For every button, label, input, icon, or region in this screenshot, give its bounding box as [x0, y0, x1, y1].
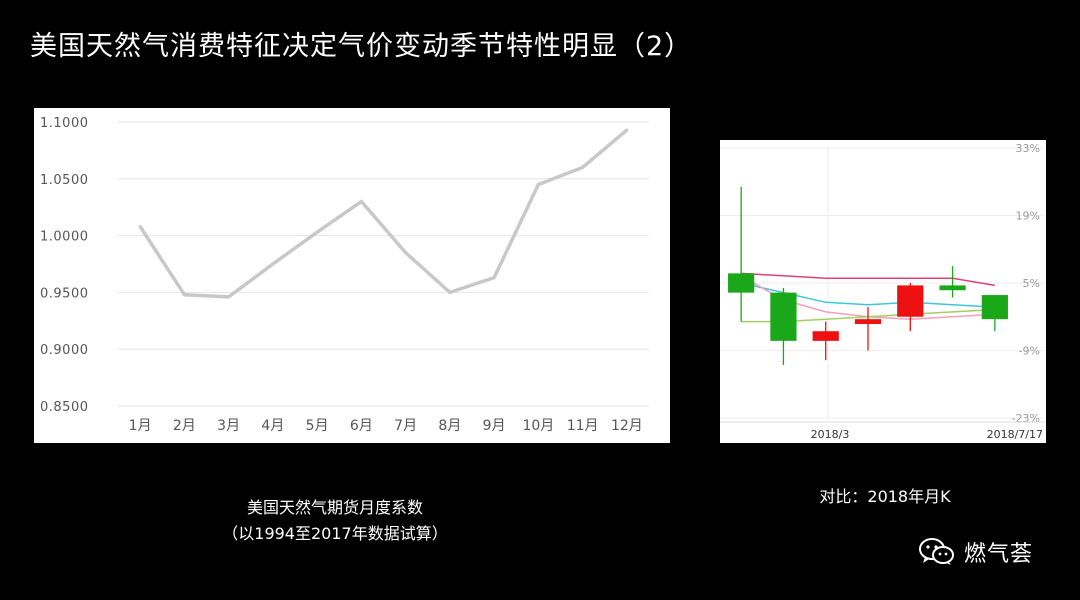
x-tick-label: 4月 — [261, 418, 284, 434]
data-point — [536, 182, 540, 186]
candle-body — [981, 295, 1008, 320]
y-tick-label: 0.9500 — [40, 286, 89, 301]
x-tick-label: 5月 — [306, 418, 329, 434]
page-title: 美国天然气消费特征决定气价变动季节特性明显（2） — [30, 31, 693, 62]
k-y-tick-label: -9% — [1019, 345, 1040, 358]
x-tick-label: 10月 — [522, 418, 554, 434]
candle-body — [770, 292, 797, 341]
brand-watermark: 燃气荟 — [918, 536, 1033, 568]
y-tick-label: 0.9000 — [40, 343, 89, 358]
left-caption-line1: 美国天然气期货月度系数 — [246, 498, 423, 517]
k-y-tick-label: -23% — [1012, 412, 1040, 425]
k-y-tick-label: 5% — [1023, 277, 1040, 290]
x-tick-label: 8月 — [438, 418, 461, 434]
data-point — [404, 251, 408, 255]
x-tick-label: 2月 — [173, 418, 196, 434]
k-y-tick-label: 33% — [1016, 142, 1040, 155]
x-tick-label: 12月 — [611, 418, 643, 434]
x-tick-label: 11月 — [567, 418, 599, 434]
x-tick-label: 7月 — [394, 418, 417, 434]
wechat-icon — [919, 538, 954, 565]
left-caption-line2: （以1994至2017年数据试算） — [222, 524, 448, 543]
monthly-coefficient-chart: 1.1000 1.0500 1.0000 0.9500 0.9000 0.8500 1月 2月… — [34, 108, 670, 443]
k-x-label-end: 2018/7/17 — [987, 428, 1043, 441]
brand-name: 燃气荟 — [964, 542, 1034, 567]
k-y-tick-label: 19% — [1016, 210, 1040, 223]
data-point — [448, 290, 452, 294]
x-tick-label: 6月 — [350, 418, 373, 434]
candle-body — [939, 285, 966, 291]
y-tick-label: 1.0000 — [40, 230, 89, 245]
y-tick-label: 1.1000 — [40, 116, 89, 131]
right-chart-caption: 对比：2018年月K — [819, 487, 951, 506]
candle-body — [897, 285, 924, 317]
data-point — [625, 128, 629, 132]
x-tick-label: 3月 — [217, 418, 240, 434]
ma-line — [741, 272, 996, 287]
k-x-label-start: 2018/3 — [811, 428, 850, 441]
data-point — [182, 293, 186, 297]
kline-chart-svg: 33% 19% 5% -9% -23% 2018/3 2018/7/17 — [720, 142, 1046, 441]
x-tick-label: 1月 — [129, 418, 152, 434]
candle-body — [812, 331, 839, 341]
data-point — [581, 165, 585, 169]
y-tick-label: 1.0500 — [40, 173, 89, 188]
left-chart-caption: 美国天然气期货月度系数 （以1994至2017年数据试算） — [180, 495, 490, 547]
x-tick-label: 9月 — [483, 418, 506, 434]
y-tick-label: 0.8500 — [40, 400, 89, 415]
candle-body — [728, 273, 755, 293]
data-point — [492, 276, 496, 280]
data-point — [359, 200, 363, 204]
candle-body — [854, 319, 882, 324]
kline-chart: 33% 19% 5% -9% -23% 2018/3 2018/7/17 — [720, 140, 1046, 443]
data-point — [271, 262, 275, 266]
series-line — [138, 128, 629, 299]
line-chart-svg: 1.1000 1.0500 1.0000 0.9500 0.9000 0.8500 1月 2月… — [40, 116, 649, 434]
data-point — [315, 230, 319, 234]
data-point — [138, 225, 142, 229]
data-point — [227, 295, 231, 299]
